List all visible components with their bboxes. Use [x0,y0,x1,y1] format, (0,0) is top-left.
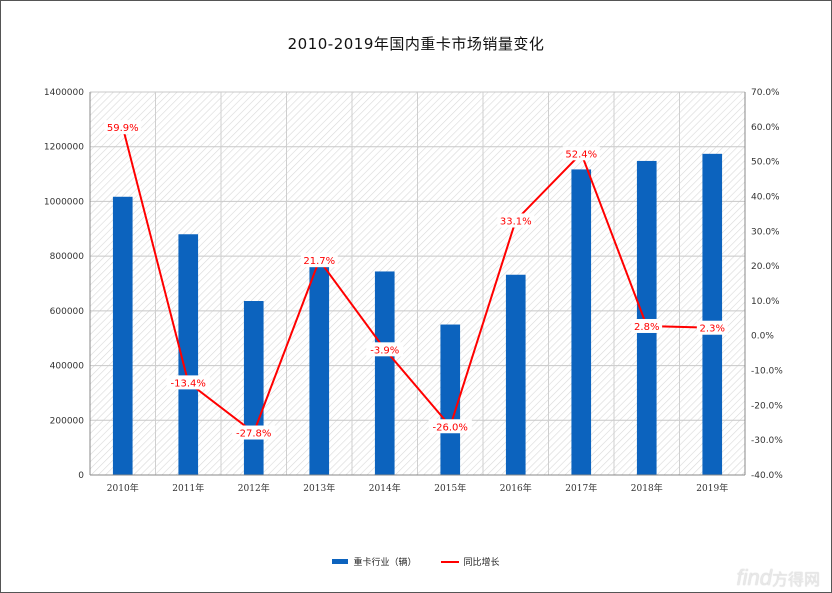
data-label: 33.1% [500,216,532,227]
data-label: 2.8% [634,322,659,333]
data-label-bg [631,318,663,333]
bar [309,263,330,475]
y-right-tick-label: -20.0% [751,401,783,411]
y-left-tick-label: 400000 [50,362,85,372]
y-right-tick-label: 40.0% [751,192,780,202]
y-right-tick-label: 20.0% [751,262,780,272]
legend-swatch-line [440,560,459,563]
bar [702,153,723,475]
x-tick-label: 2010年 [107,482,139,494]
data-label: 21.7% [303,256,335,267]
x-tick-label: 2011年 [172,482,204,494]
watermark-logo: find方得网 [736,565,821,590]
y-left-tick-label: 800000 [50,252,85,262]
y-left-tick-label: 600000 [50,307,85,317]
bar [505,274,526,475]
legend-item-bar: 重卡行业（辆） [332,555,417,568]
bar [440,324,461,475]
y-left-tick-label: 1000000 [44,197,84,207]
data-label: -3.9% [370,345,399,356]
legend-swatch-bar [332,559,349,564]
y-right-tick-label: -30.0% [751,436,783,446]
data-label: 59.9% [107,123,139,134]
bar [112,196,133,475]
x-tick-label: 2019年 [696,482,728,494]
bar [374,271,395,475]
legend-label-line: 同比增长 [463,558,500,568]
data-label: -26.0% [433,422,468,433]
y-right-tick-label: 50.0% [751,158,780,168]
y-left-tick-label: 1400000 [44,88,84,98]
growth-line [121,126,713,435]
data-label: 52.4% [565,149,597,160]
y-right-tick-label: 70.0% [751,88,780,98]
x-tick-label: 2012年 [238,482,270,494]
y-right-tick-label: -10.0% [751,367,783,377]
x-tick-label: 2017年 [565,482,597,494]
data-label-bg [562,146,600,161]
x-tick-label: 2013年 [303,482,335,494]
x-tick-label: 2016年 [500,482,532,494]
y-right-tick-label: 60.0% [751,123,780,133]
bar [178,234,199,475]
legend-label-bar: 重卡行业（辆） [353,558,417,568]
data-label-bg [300,253,338,268]
x-tick-label: 2018年 [631,482,663,494]
y-left-tick-label: 200000 [50,416,85,426]
chart-title: 2010-2019年国内重卡市场销量变化 [287,35,545,53]
legend-item-line: 同比增长 [440,555,500,568]
data-label-bg [104,120,142,135]
y-left-tick-label: 0 [78,471,84,481]
y-right-tick-label: -40.0% [751,471,783,481]
data-label: -13.4% [171,378,206,389]
data-label-bg [497,213,535,228]
y-left-tick-label: 1200000 [44,143,84,153]
x-tick-label: 2015年 [434,482,466,494]
y-right-tick-label: 10.0% [751,297,780,307]
data-label: 2.3% [700,324,725,335]
bar [243,301,264,475]
data-label-bg [428,419,472,434]
data-label-bg [366,342,404,357]
x-tick-label: 2014年 [369,482,401,494]
data-label-bg [166,375,210,390]
legend: 重卡行业（辆） 同比增长 [0,555,832,568]
y-right-tick-label: 30.0% [751,227,780,237]
bar [636,160,657,475]
bar [571,169,592,475]
y-right-tick-label: 0.0% [751,332,774,342]
data-label-bg [232,425,276,440]
data-label: -27.8% [236,429,271,440]
data-label-bg [696,320,728,335]
